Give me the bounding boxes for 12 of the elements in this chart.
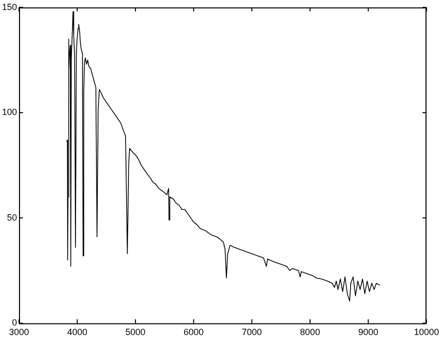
y-tick-label: 100 <box>2 107 18 118</box>
x-tick-label: 4000 <box>67 327 88 338</box>
x-tick-label: 7000 <box>242 327 262 338</box>
x-tick-label: 3000 <box>9 327 30 338</box>
x-tick-label: 10000 <box>414 327 439 338</box>
x-tick-label: 5000 <box>125 327 146 338</box>
x-tick-label: 9000 <box>358 327 378 338</box>
y-tick-label: 50 <box>7 212 18 222</box>
y-tick-label: 0 <box>12 318 18 328</box>
x-tick-label: 8000 <box>300 327 320 338</box>
y-tick-label: 150 <box>2 2 18 12</box>
x-tick-label: 6000 <box>184 327 204 338</box>
